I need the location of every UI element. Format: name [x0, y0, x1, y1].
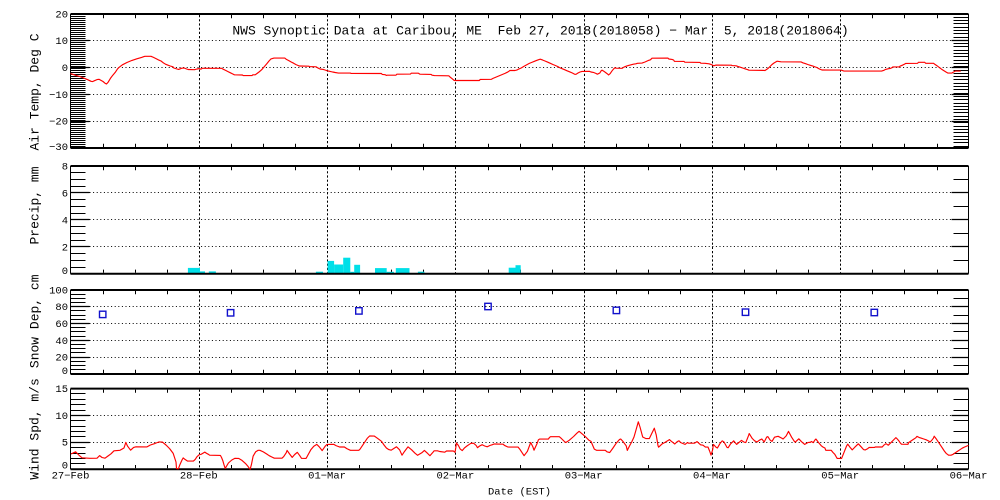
svg-text:NWS Synoptic Data at Caribou,: NWS Synoptic Data at Caribou, ME Feb 27,… [232, 24, 848, 39]
svg-text:Air Temp, Deg C: Air Temp, Deg C [28, 33, 43, 150]
svg-text:15: 15 [55, 384, 68, 396]
svg-text:−10: −10 [49, 90, 68, 102]
svg-text:60: 60 [55, 319, 68, 331]
svg-text:Precip, mm: Precip, mm [28, 166, 43, 244]
svg-text:4: 4 [62, 215, 68, 227]
svg-text:03−Mar: 03−Mar [565, 471, 603, 483]
svg-text:−20: −20 [49, 117, 68, 129]
svg-text:05−Mar: 05−Mar [821, 471, 859, 483]
svg-text:06−Mar: 06−Mar [950, 471, 988, 483]
svg-text:28−Feb: 28−Feb [180, 471, 218, 483]
svg-text:0: 0 [62, 366, 68, 378]
svg-text:5: 5 [62, 438, 68, 450]
svg-text:04−Mar: 04−Mar [693, 471, 731, 483]
svg-text:10: 10 [55, 36, 68, 48]
svg-text:8: 8 [62, 161, 68, 173]
svg-text:0: 0 [62, 266, 68, 278]
svg-text:20: 20 [55, 9, 68, 21]
svg-text:10: 10 [55, 411, 68, 423]
svg-text:02−Mar: 02−Mar [436, 471, 474, 483]
svg-text:80: 80 [55, 302, 68, 314]
svg-text:01−Mar: 01−Mar [308, 471, 346, 483]
svg-text:Date (EST): Date (EST) [488, 486, 551, 498]
svg-text:2: 2 [62, 242, 68, 254]
svg-text:Wind Spd, m/s: Wind Spd, m/s [28, 378, 43, 479]
svg-text:100: 100 [49, 285, 68, 297]
svg-text:6: 6 [62, 188, 68, 200]
svg-text:27−Feb: 27−Feb [52, 471, 90, 483]
svg-text:−30: −30 [49, 142, 68, 154]
svg-text:Snow Dep, cm: Snow Dep, cm [28, 274, 43, 368]
svg-text:20: 20 [55, 353, 68, 365]
svg-text:40: 40 [55, 336, 68, 348]
svg-text:0: 0 [62, 460, 68, 472]
svg-text:0: 0 [62, 63, 68, 75]
